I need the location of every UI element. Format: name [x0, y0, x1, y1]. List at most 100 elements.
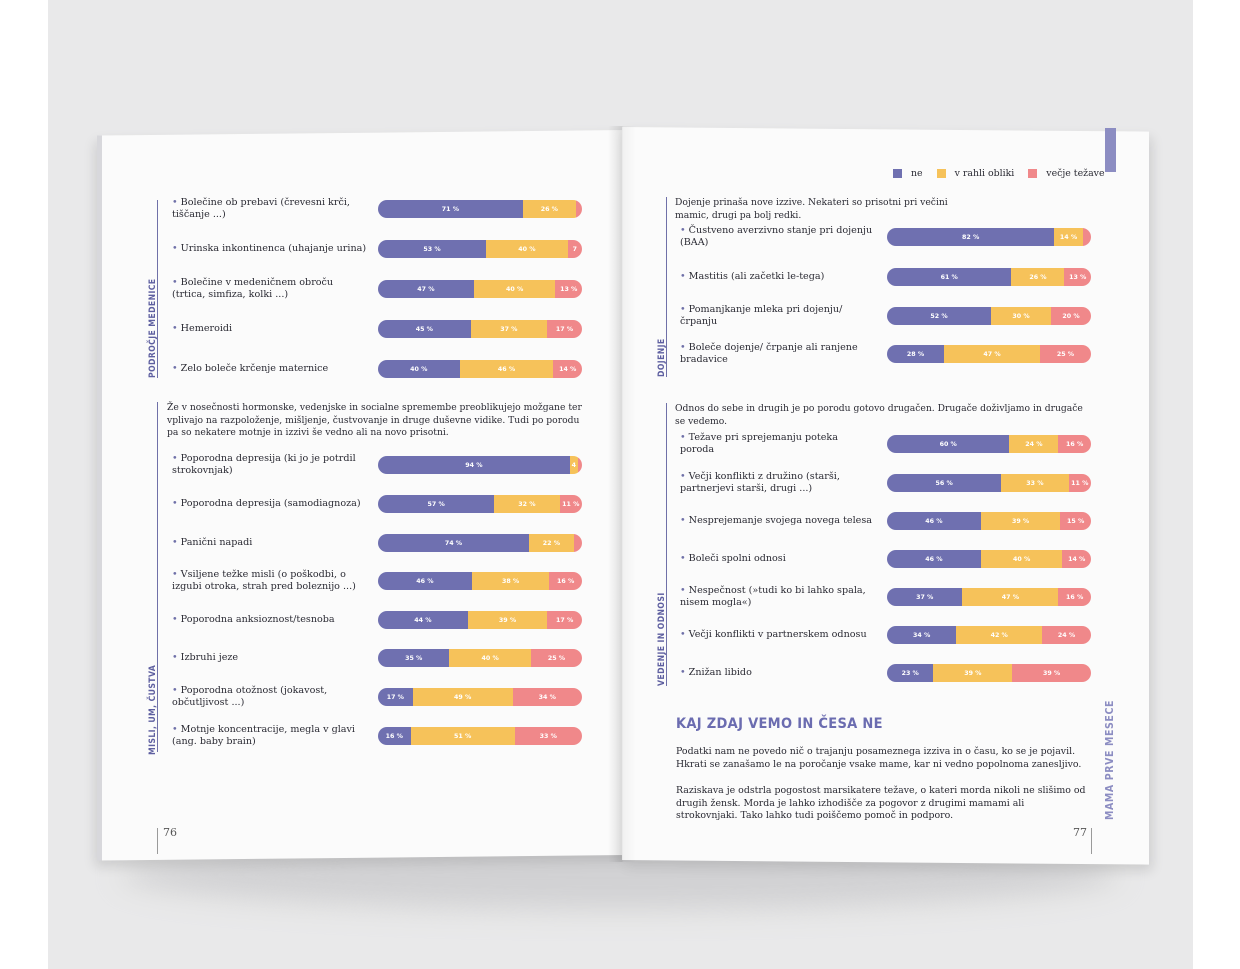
legend-item-rahli: v rahli obliki — [936, 168, 1014, 179]
bar-segment-ne: 56 % — [887, 474, 1002, 492]
bar-label-text: Panični napadi — [180, 537, 253, 548]
bar-segment-rahli: 37 % — [470, 320, 547, 338]
bar-label-text: Večji konflikti z družino (starši, partn… — [680, 471, 840, 494]
bar-segment-vecje: 17 % — [547, 611, 582, 629]
legend-swatch-ne — [893, 169, 902, 178]
bar-segment-vecje: 16 % — [1058, 588, 1091, 606]
stacked-bar: 16 % 51 % 33 % — [378, 727, 582, 745]
bar-label-text: Poporodna depresija (ki jo je potrdil st… — [172, 453, 356, 476]
stacked-bar: 28 % 47 % 25 % — [887, 345, 1091, 363]
legend-label-vecje: večje težave — [1046, 168, 1105, 179]
bar-label-text: Vsiljene težke misli (o poškodbi, o izgu… — [172, 569, 356, 592]
bar-segment-rahli: 40 % — [473, 280, 556, 298]
stacked-bar: 47 % 40 % 13 % — [378, 280, 582, 298]
stacked-bar: 82 % 14 % — [887, 228, 1091, 246]
bar-segment-ne: 35 % — [378, 649, 450, 667]
bullet-icon: • — [680, 471, 686, 482]
chart-legend: ne v rahli obliki večje težave — [893, 168, 1119, 179]
page-number-left: 76 — [163, 826, 177, 839]
bar-label: • Poporodna depresija (ki jo je potrdil s… — [172, 453, 367, 477]
feeding-intro: Dojenje prinaša nove izzive. Nekateri so… — [675, 197, 948, 221]
stacked-bar: 34 % 42 % 24 % — [887, 626, 1091, 644]
stacked-bar: 46 % 40 % 14 % — [887, 550, 1091, 568]
bar-label: • Boleče dojenje/ črpanje ali ranjene bra… — [680, 342, 875, 366]
bar-segment-rahli: 42 % — [956, 626, 1043, 644]
bar-label-text: Nespečnost (»tudi ko bi lahko spala, nis… — [680, 585, 866, 608]
bar-label: • Vsiljene težke misli (o poškodbi, o izg… — [172, 569, 367, 593]
stacked-bar: 94 % 4 — [378, 456, 582, 474]
bar-segment-ne: 47 % — [378, 280, 474, 298]
bar-segment-vecje: 14 % — [1062, 550, 1091, 568]
stacked-bar: 23 % 39 % 39 % — [887, 664, 1091, 682]
bar-segment-rahli: 39 % — [933, 664, 1013, 682]
bar-segment-vecje: 11 % — [1068, 474, 1091, 492]
bar-label: • Izbruhi jeze — [172, 652, 367, 664]
bar-label: • Težave pri sprejemanju poteka poroda — [680, 432, 875, 456]
bar-label: • Boleči spolni odnosi — [680, 553, 875, 565]
bar-segment-vecje — [577, 456, 582, 474]
bar-segment-ne: 16 % — [378, 727, 411, 745]
bar-segment-vecje — [1082, 228, 1091, 246]
bar-segment-vecje: 16 % — [1058, 435, 1091, 453]
bar-label-text: Poporodna otožnost (jokavost, občutljivo… — [172, 685, 328, 708]
stacked-bar: 35 % 40 % 25 % — [378, 649, 582, 667]
bar-label-text: Poporodna depresija (samodiagnoza) — [180, 498, 361, 509]
section-feeding-rule — [666, 197, 668, 377]
stacked-bar: 57 % 32 % 11 % — [378, 495, 582, 513]
page-number-rule-left — [157, 828, 158, 854]
stacked-bar: 61 % 26 % 13 % — [887, 268, 1091, 286]
bar-segment-ne: 46 % — [887, 550, 981, 568]
bar-label: • Nesprejemanje svojega novega telesa — [680, 515, 875, 527]
paragraph-2: Raziskava je odstrla pogostost marsikate… — [676, 785, 1086, 822]
bar-label: • Poporodna depresija (samodiagnoza) — [172, 498, 367, 510]
bar-label: • Zelo boleče krčenje maternice — [172, 363, 367, 375]
bullet-icon: • — [680, 271, 686, 282]
stacked-bar: 37 % 47 % 16 % — [887, 588, 1091, 606]
behaviour-intro: Odnos do sebe in drugih je po porodu got… — [675, 403, 1083, 427]
bar-segment-ne: 17 % — [378, 688, 413, 706]
bar-segment-vecje: 13 % — [555, 280, 582, 298]
bullet-icon: • — [172, 685, 178, 696]
bar-label-text: Zelo boleče krčenje maternice — [180, 363, 329, 374]
section-pelvis-rule — [157, 200, 159, 378]
bar-segment-vecje: 11 % — [559, 495, 582, 513]
bar-label: • Poporodna anksioznost/tesnoba — [172, 614, 367, 626]
stacked-bar: 53 % 40 % 7 — [378, 240, 582, 258]
bar-segment-ne: 28 % — [887, 345, 945, 363]
bar-segment-rahli: 14 % — [1054, 228, 1083, 246]
bar-label: • Pomanjkanje mleka pri dojenju/ črpanju — [680, 304, 875, 328]
page-number-right: 77 — [1073, 826, 1087, 839]
bar-segment-rahli: 26 % — [1011, 268, 1065, 286]
bar-label: • Poporodna otožnost (jokavost, občutljiv… — [172, 685, 367, 709]
bar-segment-vecje: 20 % — [1051, 307, 1091, 325]
chapter-tab — [1105, 128, 1116, 172]
bar-segment-ne: 40 % — [378, 360, 460, 378]
bullet-icon: • — [680, 432, 686, 443]
mind-intro: Že v nosečnosti hormonske, vedenjske in … — [167, 402, 582, 439]
bar-segment-rahli: 40 % — [486, 240, 568, 258]
bar-segment-rahli: 32 % — [494, 495, 560, 513]
bullet-icon: • — [172, 453, 178, 464]
bar-segment-ne: 45 % — [378, 320, 471, 338]
bar-segment-vecje: 34 % — [512, 688, 582, 706]
book-gutter — [608, 126, 636, 862]
bar-segment-rahli: 24 % — [1009, 435, 1059, 453]
stacked-bar: 60 % 24 % 16 % — [887, 435, 1091, 453]
bar-segment-vecje: 25 % — [1039, 345, 1091, 363]
bar-segment-vecje: 39 % — [1012, 664, 1091, 682]
bar-segment-ne: 46 % — [378, 572, 472, 590]
bar-segment-rahli: 30 % — [991, 307, 1051, 325]
bar-label: • Nespečnost (»tudi ko bi lahko spala, ni… — [680, 585, 875, 609]
bar-segment-vecje: 13 % — [1064, 268, 1091, 286]
bar-segment-vecje: 14 % — [553, 360, 582, 378]
bar-segment-vecje: 7 — [567, 240, 582, 258]
stacked-bar: 46 % 38 % 16 % — [378, 572, 582, 590]
bar-label: • Znižan libido — [680, 667, 875, 679]
bullet-icon: • — [680, 667, 686, 678]
stacked-bar: 45 % 37 % 17 % — [378, 320, 582, 338]
bar-segment-ne: 44 % — [378, 611, 468, 629]
bar-segment-ne: 52 % — [887, 307, 991, 325]
bar-label-text: Čustveno averzivno stanje pri dojenju (B… — [680, 225, 873, 248]
bar-segment-rahli: 4 — [569, 456, 578, 474]
paragraph-1: Podatki nam ne povedo nič o trajanju pos… — [676, 746, 1082, 770]
